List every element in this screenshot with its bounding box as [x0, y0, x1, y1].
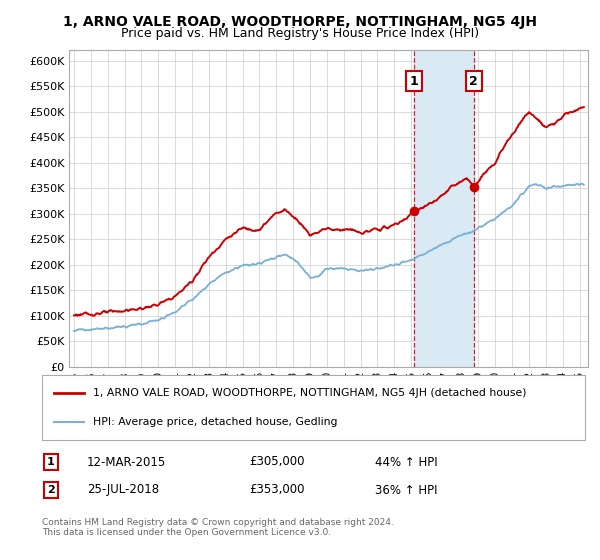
Text: £353,000: £353,000	[249, 483, 305, 497]
Text: 36% ↑ HPI: 36% ↑ HPI	[375, 483, 437, 497]
Text: £305,000: £305,000	[249, 455, 305, 469]
Text: 1: 1	[47, 457, 55, 467]
Text: 1, ARNO VALE ROAD, WOODTHORPE, NOTTINGHAM, NG5 4JH (detached house): 1, ARNO VALE ROAD, WOODTHORPE, NOTTINGHA…	[93, 388, 527, 398]
Bar	[414, 50, 474, 367]
Text: HPI: Average price, detached house, Gedling: HPI: Average price, detached house, Gedl…	[93, 417, 337, 427]
Text: 25-JUL-2018: 25-JUL-2018	[87, 483, 159, 497]
Text: 2: 2	[469, 74, 478, 87]
Text: 1, ARNO VALE ROAD, WOODTHORPE, NOTTINGHAM, NG5 4JH: 1, ARNO VALE ROAD, WOODTHORPE, NOTTINGHA…	[63, 15, 537, 29]
Text: 1: 1	[410, 74, 419, 87]
Text: 44% ↑ HPI: 44% ↑ HPI	[375, 455, 437, 469]
Text: Contains HM Land Registry data © Crown copyright and database right 2024.
This d: Contains HM Land Registry data © Crown c…	[42, 518, 394, 538]
Text: Price paid vs. HM Land Registry's House Price Index (HPI): Price paid vs. HM Land Registry's House …	[121, 27, 479, 40]
Text: 2: 2	[47, 485, 55, 495]
Text: 12-MAR-2015: 12-MAR-2015	[87, 455, 166, 469]
